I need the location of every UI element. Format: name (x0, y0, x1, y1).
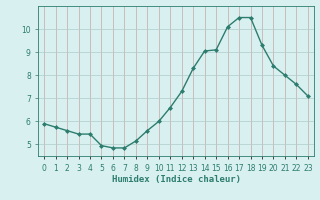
X-axis label: Humidex (Indice chaleur): Humidex (Indice chaleur) (111, 175, 241, 184)
